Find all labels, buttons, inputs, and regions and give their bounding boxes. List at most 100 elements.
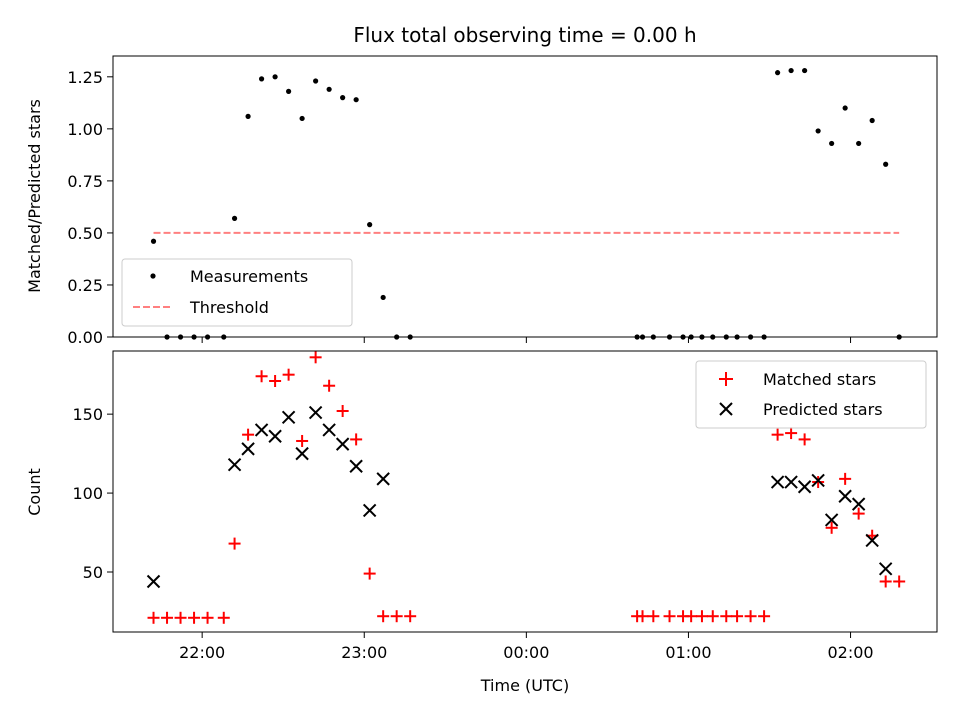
predicted-point: [878, 562, 893, 576]
threshold-legend-label: Threshold: [189, 298, 269, 317]
matched-point: [161, 611, 174, 624]
y-tick-label: 0.00: [67, 328, 103, 347]
measurement-point: [313, 78, 319, 84]
top-plot-frame: [112, 55, 938, 338]
predicted-point: [254, 423, 269, 437]
predicted-point: [824, 513, 839, 527]
y-tick-label: 0.50: [67, 224, 103, 243]
bottom-panel: Count 22:00 23:00 00:00 01:00 02:0050100150 …: [25, 350, 938, 662]
predicted-point: [851, 497, 866, 511]
measurements-legend-label: Measurements: [190, 267, 308, 286]
bottom-y-axis-label: Count: [25, 468, 44, 516]
top-legend-box: [121, 258, 353, 327]
predicted-point: [268, 429, 282, 443]
y-tick-label: 1.00: [67, 120, 103, 139]
predicted-point: [811, 473, 825, 488]
matched-point: [377, 610, 390, 623]
predicted-point: [376, 472, 390, 486]
measurement-point: [150, 238, 157, 244]
y-tick-label: 0.25: [67, 276, 103, 295]
matched-point: [785, 427, 798, 440]
matched-point: [269, 374, 282, 387]
predicted-point: [349, 459, 363, 473]
matched-point: [174, 611, 187, 624]
measurement-point: [775, 70, 781, 76]
predicted-point: [227, 457, 242, 472]
measurement-point: [788, 67, 794, 74]
matched-point: [744, 610, 757, 623]
bottom-axis-ticks: 22:00 23:00 00:00 01:00 02:00 50 100 150: [72, 405, 873, 662]
predicted-legend-label: Predicted stars: [763, 400, 883, 419]
measurement-point: [340, 95, 346, 101]
y-tick-label: 50: [83, 563, 103, 582]
measurement-point: [829, 140, 835, 147]
bottom-plot-frame: [112, 350, 938, 633]
matched-point: [147, 611, 160, 624]
matched-point: [720, 610, 733, 623]
matched-legend-marker: [719, 372, 733, 386]
top-panel: Matched/Predicted stars 0.00 0.25 0.50 0.75…: [25, 55, 938, 347]
x-tick-label: 23:00: [341, 643, 387, 662]
matched-point: [812, 476, 825, 489]
predicted-point: [146, 574, 161, 589]
matched-point: [685, 610, 698, 623]
measurement-point: [367, 222, 373, 228]
matched-point: [852, 507, 865, 520]
predicted-point: [241, 442, 255, 456]
x-tick-label: 02:00: [827, 643, 873, 662]
matched-point: [390, 610, 403, 623]
matched-point: [188, 611, 201, 624]
predicted-point: [295, 446, 309, 461]
measurements-legend-marker: [150, 273, 156, 279]
bottom-plot-marks: [146, 351, 906, 624]
measurement-point: [299, 115, 305, 122]
top-axis-ticks: 0.00 0.25 0.50 0.75 1.00 1.25: [67, 68, 852, 347]
top-legend: Measurements Threshold: [121, 258, 353, 327]
measurement-point: [842, 105, 848, 111]
matched-point: [839, 472, 852, 485]
matched-point: [636, 610, 649, 623]
predicted-point: [281, 410, 296, 425]
measurement-point: [258, 76, 265, 82]
x-tick-label: 01:00: [665, 643, 711, 662]
matched-point: [825, 521, 838, 534]
matched-point: [350, 433, 363, 446]
matched-point: [695, 610, 708, 623]
measurement-point: [272, 74, 278, 80]
matched-point: [663, 610, 676, 623]
matched-point: [323, 379, 336, 392]
predicted-point: [362, 503, 377, 518]
x-tick-label: 00:00: [503, 643, 549, 662]
matched-point: [296, 434, 309, 447]
measurement-point: [883, 161, 889, 167]
x-tick-label: 22:00: [179, 643, 225, 662]
y-tick-label: 0.75: [67, 172, 103, 191]
measurement-point: [380, 294, 386, 301]
matched-point: [309, 351, 322, 364]
matched-point: [798, 433, 811, 446]
measurement-point: [856, 140, 862, 147]
matched-legend-label: Matched stars: [763, 370, 876, 389]
predicted-point: [797, 480, 812, 494]
predicted-point: [784, 475, 798, 489]
matched-point: [771, 428, 784, 441]
measurement-point: [815, 128, 821, 134]
matched-point: [255, 370, 268, 383]
predicted-point: [308, 405, 323, 420]
predicted-point: [322, 423, 336, 437]
predicted-point: [770, 475, 785, 489]
matched-point: [228, 537, 241, 550]
matched-point: [647, 610, 660, 623]
bottom-legend-box: [695, 360, 927, 429]
y-tick-label: 1.25: [67, 68, 103, 87]
y-tick-label: 150: [72, 405, 103, 424]
y-tick-label: 100: [72, 484, 103, 503]
matched-point: [363, 567, 376, 580]
measurement-point: [245, 113, 251, 119]
figure-title: Flux total observing time = 0.00 h: [353, 23, 696, 47]
matched-point: [242, 428, 255, 441]
x-axis-label: Time (UTC): [480, 676, 569, 695]
measurement-point: [231, 215, 238, 221]
predicted-point: [865, 533, 879, 548]
